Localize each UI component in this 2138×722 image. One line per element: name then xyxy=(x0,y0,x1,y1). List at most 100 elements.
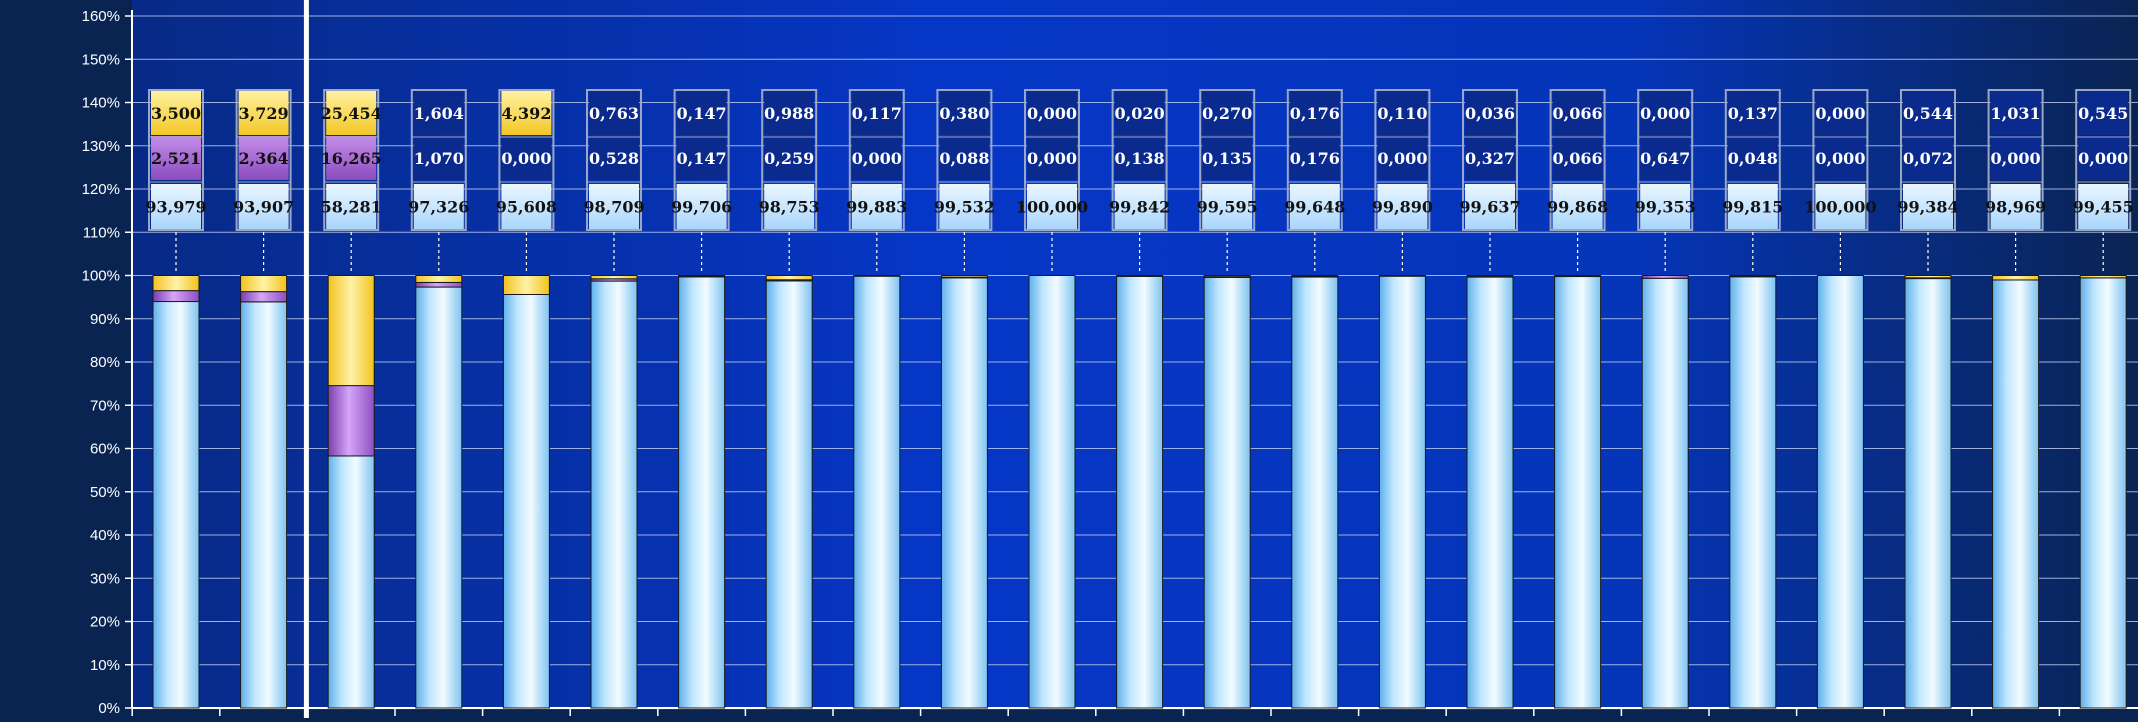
data-label-bg-light-blue xyxy=(1990,184,2041,229)
data-label-group: 0,544 0,072 99,384 xyxy=(1897,89,1959,272)
data-label-light-blue: 99,532 xyxy=(934,198,995,217)
data-label-group: 1,031 0,000 98,969 xyxy=(1985,89,2046,272)
bar-segment-light-blue xyxy=(415,286,463,709)
data-label-bg-purple xyxy=(1289,136,1340,180)
data-label-purple: 0,000 xyxy=(2078,149,2128,168)
data-label-bg-light-blue xyxy=(764,184,815,229)
bar-segment-yellow xyxy=(1291,275,1339,277)
bar-segment-yellow xyxy=(415,275,463,283)
data-label-group: 0,000 0,000 100,000 xyxy=(1016,89,1088,272)
data-label-purple: 0,647 xyxy=(1640,149,1690,168)
data-label-frame xyxy=(586,89,642,231)
data-label-yellow: 0,176 xyxy=(1290,104,1340,123)
data-label-light-blue: 100,000 xyxy=(1804,198,1876,217)
data-label-light-blue: 99,353 xyxy=(1635,198,1696,217)
data-label-yellow: 0,000 xyxy=(1815,104,1865,123)
data-label-bg-purple xyxy=(1202,136,1253,180)
data-label-bg-light-blue xyxy=(1114,184,1165,229)
data-label-light-blue: 99,842 xyxy=(1109,198,1170,217)
data-label-bg-purple xyxy=(1114,136,1165,180)
data-label-bg-purple xyxy=(326,136,377,180)
data-label-bg-light-blue xyxy=(1640,184,1691,229)
bar-segment-light-blue xyxy=(1291,276,1339,709)
data-label-bg-light-blue xyxy=(1377,184,1428,229)
bar-segment-yellow xyxy=(1729,275,1777,277)
data-label-bg-light-blue xyxy=(413,184,464,229)
data-label-bg-light-blue xyxy=(1815,184,1866,229)
data-label-frame xyxy=(498,89,555,231)
y-tick-label: 0% xyxy=(98,700,120,717)
bar-segment-yellow xyxy=(240,275,288,293)
bar-segment-light-blue xyxy=(765,280,813,709)
data-label-bg-yellow xyxy=(1903,91,1953,135)
bar-segment-light-blue xyxy=(152,301,200,709)
data-label-bg-yellow xyxy=(413,91,464,135)
data-label-bg-light-blue xyxy=(151,184,201,229)
y-tick-label: 80% xyxy=(90,354,120,371)
data-label-yellow: 1,031 xyxy=(1991,104,2041,123)
data-label-group: 0,117 0,000 99,883 xyxy=(846,89,907,272)
data-label-group: 0,000 0,647 99,353 xyxy=(1635,89,1696,272)
data-label-bg-purple xyxy=(1815,136,1866,180)
data-label-bg-purple xyxy=(1027,136,1077,180)
y-tick-label: 150% xyxy=(82,51,120,68)
data-label-light-blue: 99,384 xyxy=(1897,198,1958,217)
data-label-light-blue: 98,969 xyxy=(1985,198,2046,217)
data-label-light-blue: 93,907 xyxy=(233,198,294,217)
data-label-yellow: 0,110 xyxy=(1377,104,1427,123)
bar-segment-yellow xyxy=(152,275,200,292)
data-label-frame xyxy=(323,89,380,231)
data-label-frame xyxy=(1724,89,1781,231)
data-label-yellow: 0,545 xyxy=(2078,104,2128,123)
bar-segment-purple xyxy=(1641,275,1689,279)
data-label-yellow: 0,270 xyxy=(1202,104,1252,123)
data-label-frame xyxy=(2075,89,2132,231)
data-label-bg-light-blue xyxy=(939,184,990,229)
y-tick-label: 100% xyxy=(82,268,120,285)
data-label-group: 0,988 0,259 98,753 xyxy=(759,89,820,272)
bar-segment-yellow xyxy=(1554,275,1602,277)
bar-segment-light-blue xyxy=(853,275,901,709)
y-tick-label: 130% xyxy=(82,138,120,155)
data-label-light-blue: 99,815 xyxy=(1722,198,1783,217)
data-label-bg-yellow xyxy=(1027,91,1077,135)
bar-segment-light-blue xyxy=(678,276,726,709)
data-label-group: 0,036 0,327 99,637 xyxy=(1459,89,1521,272)
data-label-frame xyxy=(936,89,993,231)
data-label-frame xyxy=(1462,89,1518,231)
bar-segment-yellow xyxy=(1116,275,1164,277)
data-label-bg-light-blue xyxy=(1465,184,1515,229)
data-label-purple: 0,147 xyxy=(677,149,727,168)
bar-segment-yellow xyxy=(853,275,901,277)
data-label-frame xyxy=(1199,89,1256,231)
data-label-purple: 0,176 xyxy=(1290,149,1340,168)
data-label-frame xyxy=(1812,89,1869,231)
data-label-purple: 2,364 xyxy=(239,149,289,168)
bar-segment-light-blue xyxy=(1028,275,1076,709)
bar-segment-light-blue xyxy=(2079,277,2127,709)
data-label-purple: 0,000 xyxy=(852,149,902,168)
bar-segment-yellow xyxy=(1378,275,1426,277)
bar-segment-light-blue xyxy=(1378,275,1426,709)
data-label-yellow: 0,036 xyxy=(1465,104,1515,123)
data-label-light-blue: 98,753 xyxy=(759,198,820,217)
bar-segment-light-blue xyxy=(502,293,550,709)
bar-segment-light-blue xyxy=(1554,275,1602,709)
data-label-frame xyxy=(1024,89,1080,231)
bar-segment-yellow xyxy=(327,275,375,387)
y-axis-ticks: 0% 10% 20% 30% 40% 50% 60% 70% 80% 90% 100% 110% 120… xyxy=(82,8,132,717)
data-label-group: 25,454 16,265 58,281 xyxy=(321,89,382,272)
data-label-light-blue: 99,648 xyxy=(1284,198,1345,217)
data-label-purple: 2,521 xyxy=(151,149,201,168)
bar-segment-light-blue xyxy=(327,455,375,709)
data-label-group: 1,604 1,070 97,326 xyxy=(408,89,469,272)
data-label-frame xyxy=(1374,89,1431,231)
data-label-group: 0,110 0,000 99,890 xyxy=(1372,89,1433,272)
data-label-frame xyxy=(848,89,905,231)
data-label-light-blue: 99,868 xyxy=(1547,198,1608,217)
data-label-bg-yellow xyxy=(1552,91,1603,135)
bar-segment-light-blue xyxy=(1904,277,1952,709)
data-label-light-blue: 95,608 xyxy=(496,198,557,217)
data-label-bg-yellow xyxy=(501,91,552,135)
